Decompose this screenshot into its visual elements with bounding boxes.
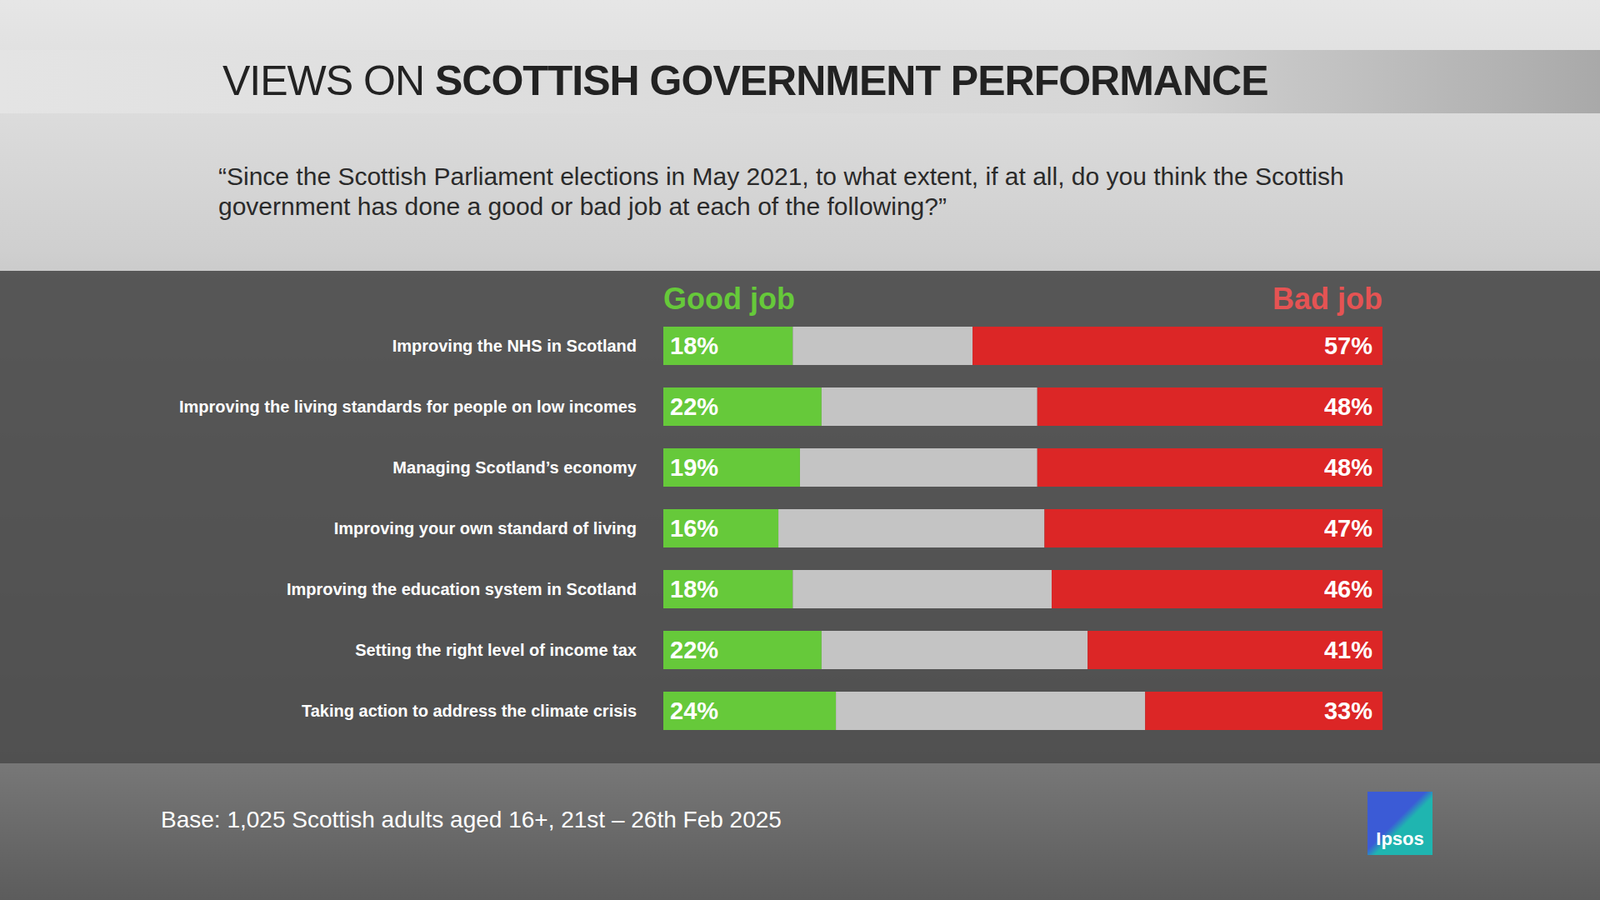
html-text:Bad job: Bad job (1272, 281, 1383, 316)
svg-text:Improving the education system: Improving the education system in Scotla… (286, 580, 637, 599)
svg-text:24%: 24% (670, 697, 719, 725)
svg-text:Improving your own standard of: Improving your own standard of living (334, 519, 637, 538)
svg-text:46%: 46% (1324, 575, 1373, 603)
svg-text:Setting the right level of inc: Setting the right level of income tax (355, 640, 637, 660)
svg-text:48%: 48% (1324, 393, 1373, 420)
svg-text:Improving the NHS in Scotland: Improving the NHS in Scotland (392, 336, 637, 355)
svg-text:57%: 57% (1324, 332, 1373, 360)
svg-text:41%: 41% (1324, 636, 1373, 664)
svg-text:18%: 18% (670, 575, 719, 603)
svg-text:33%: 33% (1324, 697, 1373, 725)
html-text:Ipsos: Ipsos (1376, 828, 1424, 850)
html-text:VIEWS ON SCOTTISH GOVERNMENT P: VIEWS ON SCOTTISH GOVERNMENT PERFORMANCE (222, 57, 1268, 105)
svg-text:47%: 47% (1324, 515, 1373, 542)
svg-text:22%: 22% (670, 636, 719, 664)
html-text:Good job: Good job (663, 281, 795, 316)
svg-text:Improving the living standards: Improving the living standards for peopl… (179, 397, 637, 416)
svg-text:19%: 19% (670, 454, 719, 481)
html-text:“Since the Scottish Parliament: “Since the Scottish Parliament elections… (218, 162, 1344, 220)
svg-text:16%: 16% (670, 515, 719, 542)
svg-text:22%: 22% (670, 393, 719, 420)
svg-text:48%: 48% (1324, 454, 1373, 481)
svg-text:Taking action to address the c: Taking action to address the climate cri… (301, 701, 637, 720)
svg-text:18%: 18% (670, 332, 719, 360)
html-text:Base: 1,025 Scottish adults ag: Base: 1,025 Scottish adults aged 16+, 21… (160, 806, 782, 833)
svg-text:Managing Scotland’s economy: Managing Scotland’s economy (392, 458, 638, 477)
